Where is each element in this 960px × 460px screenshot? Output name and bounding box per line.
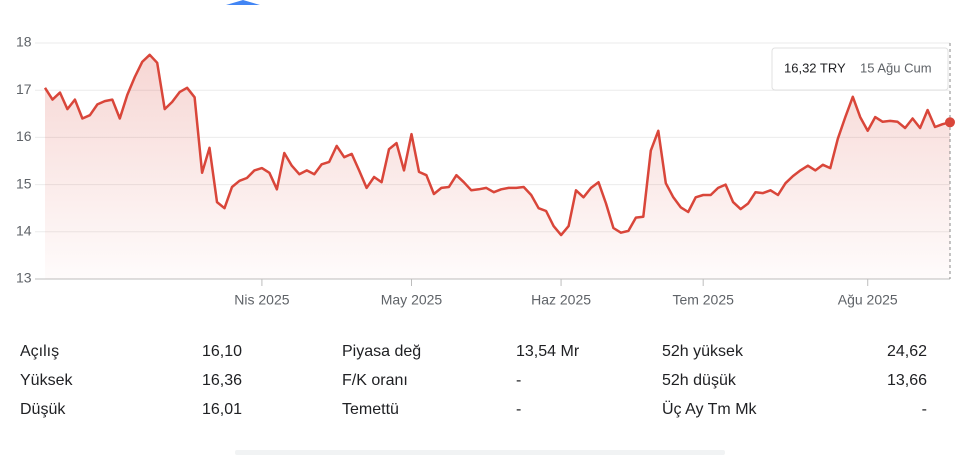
y-tick-label: 15 [16, 175, 32, 191]
top-icon [226, 0, 260, 5]
stat-value: 16,10 [202, 343, 242, 360]
tooltip-date: 15 Ağu Cum [860, 60, 932, 75]
end-dot [945, 117, 955, 128]
stat-label: Temettü [342, 401, 399, 418]
stat-label: Yüksek [20, 372, 73, 389]
stat-value: 13,54 Mr [516, 343, 580, 360]
y-tick-label: 18 [16, 34, 32, 50]
tooltip-value: 16,32 TRY [784, 60, 846, 75]
stats-table: Açılış 16,10 Yüksek 16,36 Düşük 16,01 Piyasa d… [20, 343, 927, 418]
x-tick-label: May 2025 [381, 292, 443, 308]
tooltip: 16,32 TRY 15 Ağu Cum [771, 47, 949, 91]
tooltip-box [771, 47, 949, 91]
stat-label: F/K oranı [342, 372, 408, 389]
y-tick-label: 17 [16, 81, 32, 97]
stat-label: 52h düşük [662, 372, 737, 389]
bottom-bar [235, 450, 725, 455]
stat-value: 16,36 [202, 372, 242, 389]
stat-value: 13,66 [887, 372, 927, 389]
x-tick-label: Haz 2025 [531, 292, 591, 308]
stat-label: Düşük [20, 401, 66, 418]
y-tick-label: 14 [16, 223, 32, 239]
y-tick-label: 16 [16, 128, 32, 144]
x-tick-label: Ağu 2025 [838, 292, 898, 308]
price-line [43, 53, 951, 237]
stat-label: Piyasa değ [342, 343, 421, 360]
stat-value: - [516, 401, 521, 418]
y-tick-label: 13 [16, 270, 32, 286]
stat-value: 16,01 [202, 401, 242, 418]
area-fill [45, 54, 950, 279]
x-tick-label: Tem 2025 [672, 292, 734, 308]
x-tick-label: Nis 2025 [234, 292, 289, 308]
stat-value: - [922, 401, 927, 418]
stat-label: 52h yüksek [662, 343, 744, 360]
stat-value: - [516, 372, 521, 389]
stat-label: Üç Ay Tm Mk [662, 400, 758, 418]
chart: 13 14 15 16 17 18 Nis 2025 May 2025 Haz 2025 Tem … [16, 34, 955, 308]
stat-label: Açılış [20, 343, 59, 360]
stat-value: 24,62 [887, 343, 927, 360]
